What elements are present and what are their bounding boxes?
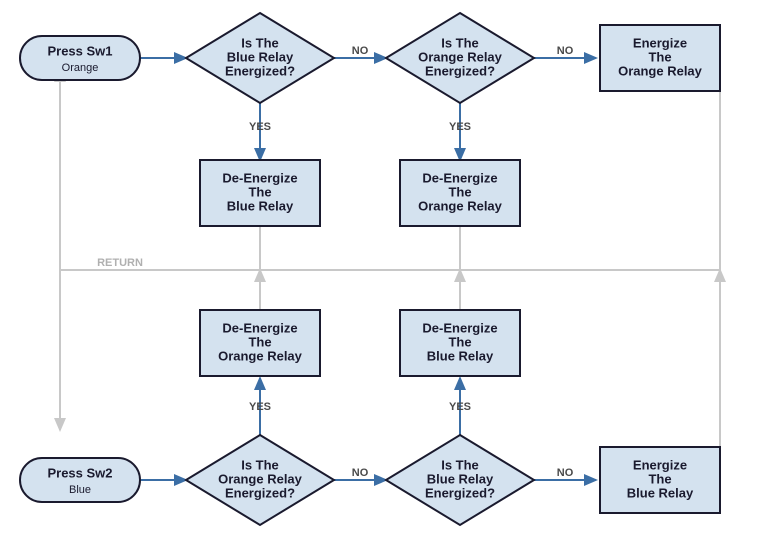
node-p2: De-Energize The Blue Relay	[200, 160, 320, 226]
svg-text:De-Energize: De-Energize	[422, 320, 497, 335]
svg-text:Orange Relay: Orange Relay	[218, 348, 303, 363]
node-p1: Energize The Orange Relay	[600, 25, 720, 91]
svg-text:NO: NO	[557, 467, 574, 479]
svg-text:The: The	[248, 334, 271, 349]
svg-text:YES: YES	[449, 401, 471, 413]
svg-text:Energized?: Energized?	[425, 485, 495, 500]
svg-text:Is The: Is The	[241, 457, 279, 472]
return-label: RETURN	[97, 257, 143, 269]
svg-text:Press Sw2: Press Sw2	[47, 465, 112, 480]
svg-text:De-Energize: De-Energize	[222, 170, 297, 185]
svg-text:Is The: Is The	[441, 457, 479, 472]
svg-text:YES: YES	[249, 121, 271, 133]
svg-text:De-Energize: De-Energize	[422, 170, 497, 185]
svg-text:The: The	[648, 49, 671, 64]
svg-text:Orange Relay: Orange Relay	[418, 49, 503, 64]
svg-text:Energized?: Energized?	[225, 63, 295, 78]
svg-text:Orange Relay: Orange Relay	[618, 63, 703, 78]
svg-text:Blue Relay: Blue Relay	[227, 49, 294, 64]
node-p3: De-Energize The Orange Relay	[400, 160, 520, 226]
node-d3: Is The Orange Relay Energized?	[186, 435, 334, 525]
svg-text:Press Sw1: Press Sw1	[47, 43, 112, 58]
svg-text:The: The	[448, 184, 471, 199]
svg-text:NO: NO	[557, 45, 574, 57]
svg-text:The: The	[448, 334, 471, 349]
node-p5: De-Energize The Orange Relay	[200, 310, 320, 376]
svg-text:De-Energize: De-Energize	[222, 320, 297, 335]
svg-text:Energized?: Energized?	[225, 485, 295, 500]
svg-text:Orange Relay: Orange Relay	[218, 471, 303, 486]
node-p6: De-Energize The Blue Relay	[400, 310, 520, 376]
node-d2: Is The Orange Relay Energized?	[386, 13, 534, 103]
return-edges: RETURN	[60, 70, 720, 455]
svg-text:Energize: Energize	[633, 457, 687, 472]
node-start1: Press Sw1 Orange	[20, 36, 140, 80]
svg-text:NO: NO	[352, 467, 369, 479]
svg-text:Blue: Blue	[69, 484, 91, 496]
node-p4: Energize The Blue Relay	[600, 447, 720, 513]
svg-text:Blue Relay: Blue Relay	[627, 485, 694, 500]
svg-text:Orange Relay: Orange Relay	[418, 198, 503, 213]
svg-text:Blue Relay: Blue Relay	[427, 348, 494, 363]
svg-text:Energize: Energize	[633, 35, 687, 50]
svg-text:Is The: Is The	[241, 35, 279, 50]
svg-text:The: The	[648, 471, 671, 486]
svg-text:NO: NO	[352, 45, 369, 57]
svg-text:Blue Relay: Blue Relay	[427, 471, 494, 486]
svg-text:The: The	[248, 184, 271, 199]
svg-text:Blue Relay: Blue Relay	[227, 198, 294, 213]
svg-text:Orange: Orange	[62, 62, 99, 74]
svg-text:YES: YES	[249, 401, 271, 413]
svg-text:Energized?: Energized?	[425, 63, 495, 78]
node-d1: Is The Blue Relay Energized?	[186, 13, 334, 103]
node-start2: Press Sw2 Blue	[20, 458, 140, 502]
svg-text:Is The: Is The	[441, 35, 479, 50]
flow-edges: NO NO YES YES NO NO YES YES	[140, 45, 596, 480]
node-d4: Is The Blue Relay Energized?	[386, 435, 534, 525]
svg-text:YES: YES	[449, 121, 471, 133]
flowchart: RETURN NO NO YES YES NO NO YES YES	[0, 0, 768, 557]
